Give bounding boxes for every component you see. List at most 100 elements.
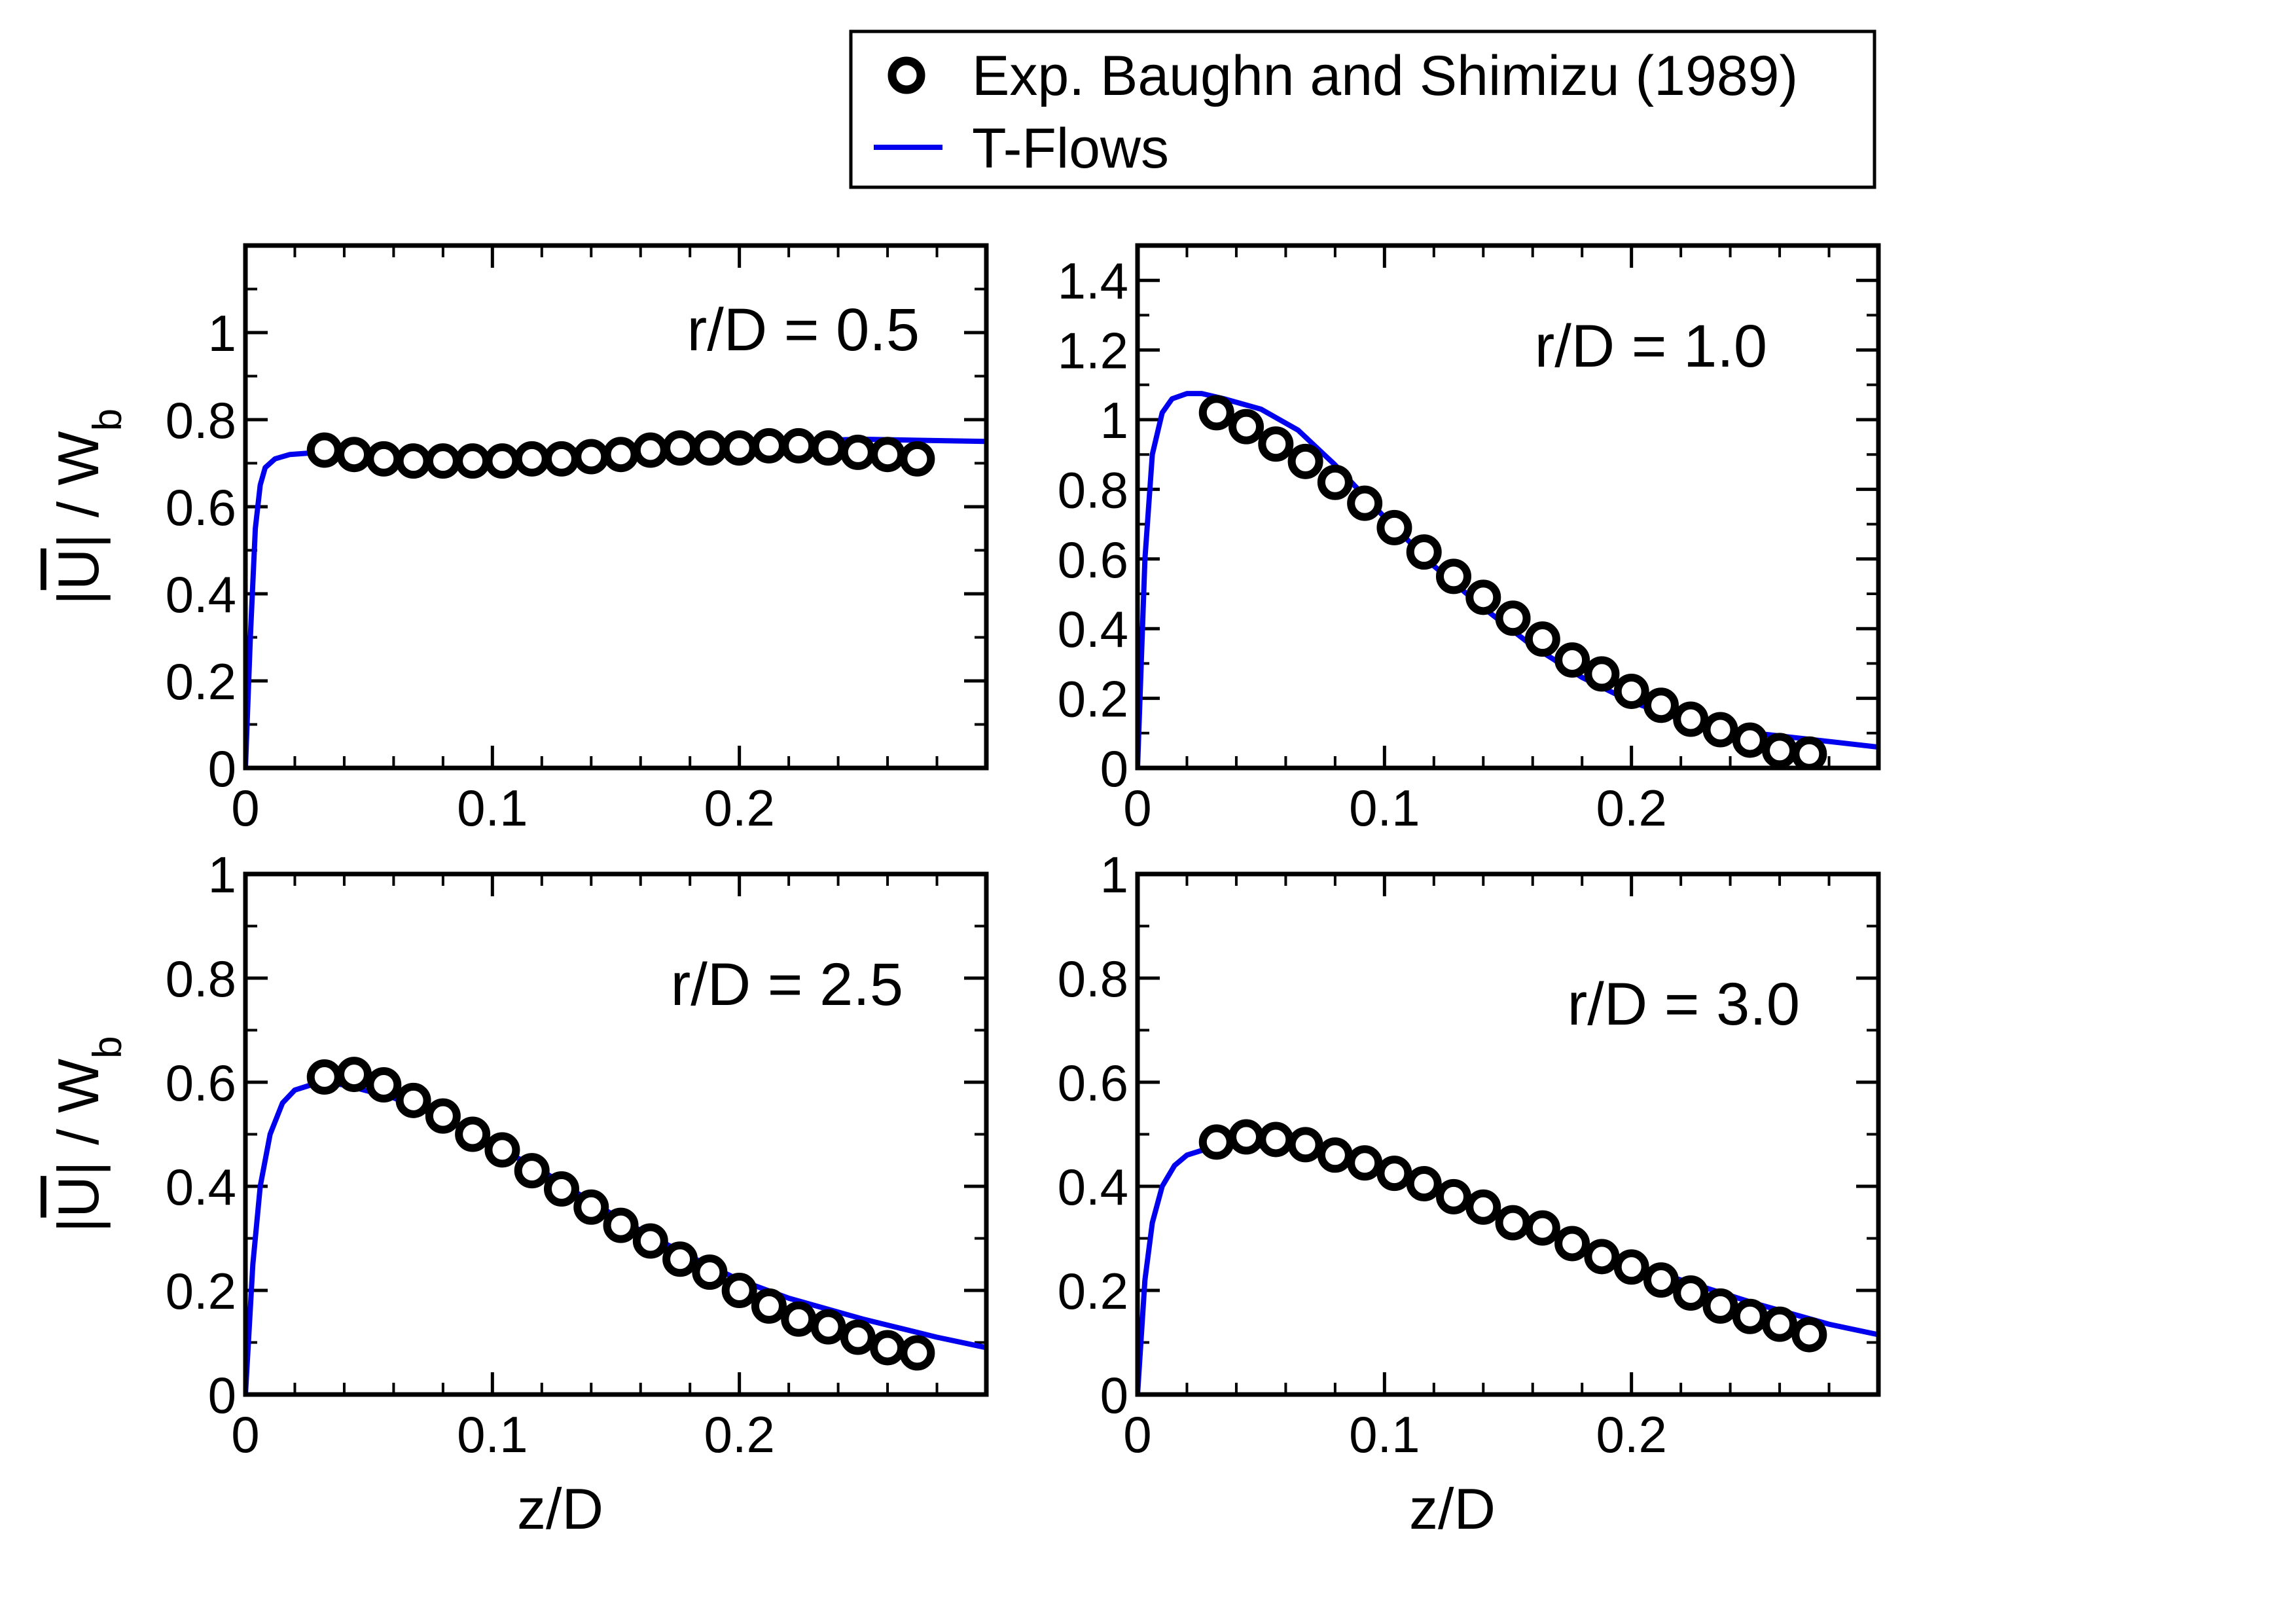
- x-tick-label: 0.1: [1349, 779, 1420, 837]
- y-title-part: | / W: [46, 431, 111, 548]
- experiment-point: [1495, 1205, 1531, 1241]
- y-tick-label: 0.2: [166, 653, 236, 710]
- x-tick-label: 0.2: [704, 779, 774, 837]
- y-tick-label: 0.2: [1058, 1262, 1128, 1320]
- x-tick-label: 0.1: [457, 779, 528, 837]
- experiment-point: [336, 437, 372, 473]
- y-tick-label: 1.4: [1058, 252, 1128, 310]
- experiment-point: [662, 1241, 698, 1277]
- experiment-point: [1732, 722, 1768, 758]
- legend-box: [849, 29, 1876, 189]
- experiment-point: [514, 441, 550, 477]
- experiment-point: [1376, 1156, 1412, 1192]
- experiment-point: [1198, 1124, 1234, 1160]
- panel-4: 0 0.1 0.2 0 0.2 0.4 0.6 0.8 1 r/D = 3.0 z/D: [1058, 846, 1881, 1541]
- experiment-point: [336, 1057, 372, 1093]
- y-tick-label: 0.4: [1058, 1158, 1128, 1216]
- experiment-point: [484, 1132, 520, 1168]
- experiment-point: [1406, 534, 1442, 570]
- y-tick-label: 0.2: [1058, 670, 1128, 728]
- y-tick-label: 1: [1100, 392, 1128, 449]
- x-tick-label: 0.1: [1349, 1406, 1420, 1463]
- experiment-point: [484, 443, 520, 479]
- y-tick-label: 0.8: [166, 950, 236, 1008]
- experiment-point: [603, 1207, 639, 1243]
- experiment-point: [721, 430, 757, 466]
- experiment-point: [840, 1319, 876, 1355]
- experiment-point: [1673, 701, 1709, 737]
- y-tick-label: 0.6: [166, 1054, 236, 1112]
- experiment-point: [455, 443, 491, 479]
- experiment-point: [662, 430, 698, 466]
- experiment-point: [1732, 1298, 1768, 1334]
- experiment-point: [455, 1116, 491, 1152]
- experiment-point: [425, 443, 461, 479]
- y-title-vector: U: [46, 1176, 111, 1218]
- y-title-subscript: b: [85, 1036, 130, 1058]
- experiment-point: [573, 439, 609, 475]
- experiment-point: [1643, 687, 1679, 723]
- y-tick-label: 0.2: [166, 1262, 236, 1320]
- experiment-point: [1702, 1288, 1738, 1324]
- panel-label: r/D = 1.0: [1535, 313, 1767, 380]
- y-tick-label: 0.8: [1058, 461, 1128, 519]
- experiment-point: [1317, 464, 1353, 500]
- experiment-point: [514, 1153, 550, 1189]
- experiment-point: [366, 441, 402, 477]
- y-tick-label: 0: [208, 1366, 236, 1424]
- experiment-point: [1524, 1210, 1560, 1246]
- experiment-point: [395, 443, 431, 479]
- y-tick-label: 0: [1100, 1366, 1128, 1424]
- experiment-point: [1643, 1262, 1679, 1298]
- experiment-point: [1347, 1145, 1383, 1181]
- experiment-point: [810, 430, 846, 466]
- legend-label-experiment: Exp. Baughn and Shimizu (1989): [972, 45, 1798, 107]
- x-tick-label: 0: [1123, 1406, 1151, 1463]
- y-tick-label: 0.8: [166, 392, 236, 449]
- panel-data: [245, 428, 986, 768]
- experiment-point: [395, 1082, 431, 1118]
- experiment-point: [1762, 733, 1798, 768]
- experiment-point: [810, 1309, 846, 1345]
- experiment-point: [1229, 1119, 1265, 1155]
- experiment-point: [840, 434, 876, 470]
- y-tick-label: 0.6: [1058, 531, 1128, 589]
- y-tick-label: 1: [1100, 846, 1128, 903]
- experiment-point: [899, 1335, 935, 1371]
- experiment-point: [1198, 395, 1234, 431]
- x-tick-label: 0.2: [1596, 1406, 1666, 1463]
- experiment-point: [692, 1254, 728, 1290]
- x-axis-title: z/D: [517, 1476, 603, 1541]
- experiment-point: [1465, 579, 1501, 615]
- experiment-point: [870, 1330, 906, 1366]
- experiment-point: [1554, 1226, 1590, 1262]
- y-tick-label: 0: [208, 740, 236, 797]
- panel-data: [245, 1057, 986, 1395]
- experiment-point: [543, 1171, 579, 1207]
- panel-data: [1138, 391, 1878, 768]
- experiment-point: [1613, 673, 1649, 709]
- tflows-line: [245, 436, 986, 768]
- y-tick-label: 1: [208, 304, 236, 362]
- experiment-point: [1287, 443, 1323, 479]
- x-tick-label: 0.2: [1596, 779, 1666, 837]
- y-tick-label: 0.4: [166, 566, 236, 623]
- experiment-point: [1406, 1166, 1442, 1202]
- x-tick-label: 0: [231, 1406, 259, 1463]
- y-tick-label: 0.6: [166, 479, 236, 536]
- panel-2: 0 0.1 0.2 0 0.2 0.4 0.6 0.8 1 1.2 1.4 r/D = 1.0: [1058, 243, 1881, 837]
- experiment-point: [1258, 426, 1294, 462]
- experiment-point: [1229, 409, 1265, 445]
- panel-1: 0 0.1 0.2 0 0.2 0.4 0.6 0.8 1 r/D = 0.5 |U| / Wb: [46, 243, 989, 837]
- y-tick-label: 0.4: [166, 1158, 236, 1216]
- experiment-point: [721, 1273, 757, 1308]
- y-title-part: | / W: [46, 1059, 111, 1176]
- experiment-point: [1762, 1306, 1798, 1342]
- plot-frame: [1135, 871, 1881, 1397]
- tflows-line: [1138, 1142, 1878, 1395]
- experiment-point: [573, 1189, 609, 1225]
- experiment-point: [899, 441, 935, 477]
- y-axis-title: |U| / Wb: [46, 1036, 130, 1232]
- experiment-point: [632, 1223, 668, 1259]
